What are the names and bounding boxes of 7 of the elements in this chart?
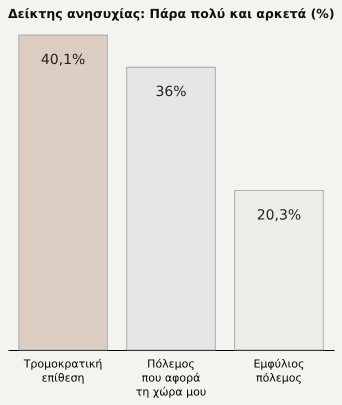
chart-title: Δείκτης ανησυχίας: Πάρα πολύ και αρκετά (%) [8,6,335,22]
x-tick-label: Πόλεμος που αφορά τη χώρα μου [136,358,206,398]
data-label: 20,3% [256,208,302,224]
data-label: 40,1% [40,52,86,68]
data-label: 36% [155,84,187,100]
x-tick-label: Τρομοκρατική επίθεση [22,358,102,384]
x-tick-label: Εμφύλιος πόλεμος [253,358,304,384]
